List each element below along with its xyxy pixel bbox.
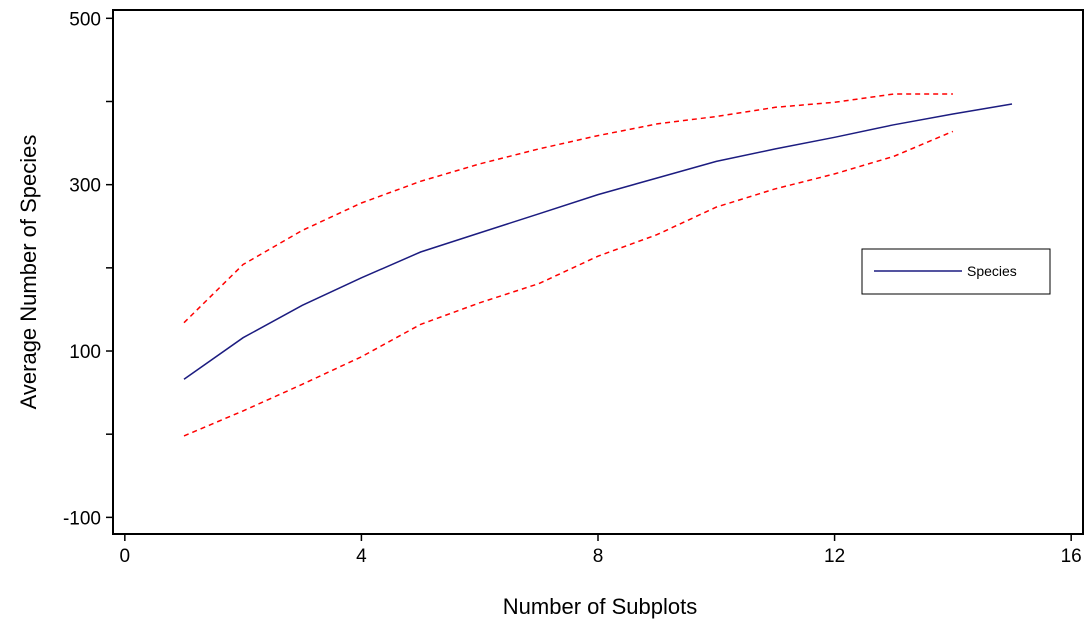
series-layer: [183, 93, 1013, 437]
legend-label-species: Species: [967, 263, 1017, 279]
y-tick-label: 100: [69, 342, 101, 363]
series-line-dashed-1: [183, 93, 953, 324]
axis-ticks: 0 4 8 12 16 -100 100 300 500: [63, 9, 1082, 567]
legend: Species: [861, 248, 1051, 295]
series-line-species: [183, 103, 1013, 380]
y-tick-label: 300: [69, 176, 101, 197]
y-tick-label: 500: [69, 9, 101, 30]
x-tick-label: 12: [824, 546, 845, 567]
x-axis-title: Number of Subplots: [503, 594, 697, 619]
x-tick-label: 4: [356, 546, 367, 567]
x-tick-label: 8: [593, 546, 604, 567]
series-line-dashed-2: [183, 130, 954, 437]
y-axis-title: Average Number of Species: [16, 135, 41, 410]
y-tick-label: -100: [63, 508, 101, 529]
x-tick-label: 0: [120, 546, 131, 567]
x-tick-label: 16: [1061, 546, 1082, 567]
